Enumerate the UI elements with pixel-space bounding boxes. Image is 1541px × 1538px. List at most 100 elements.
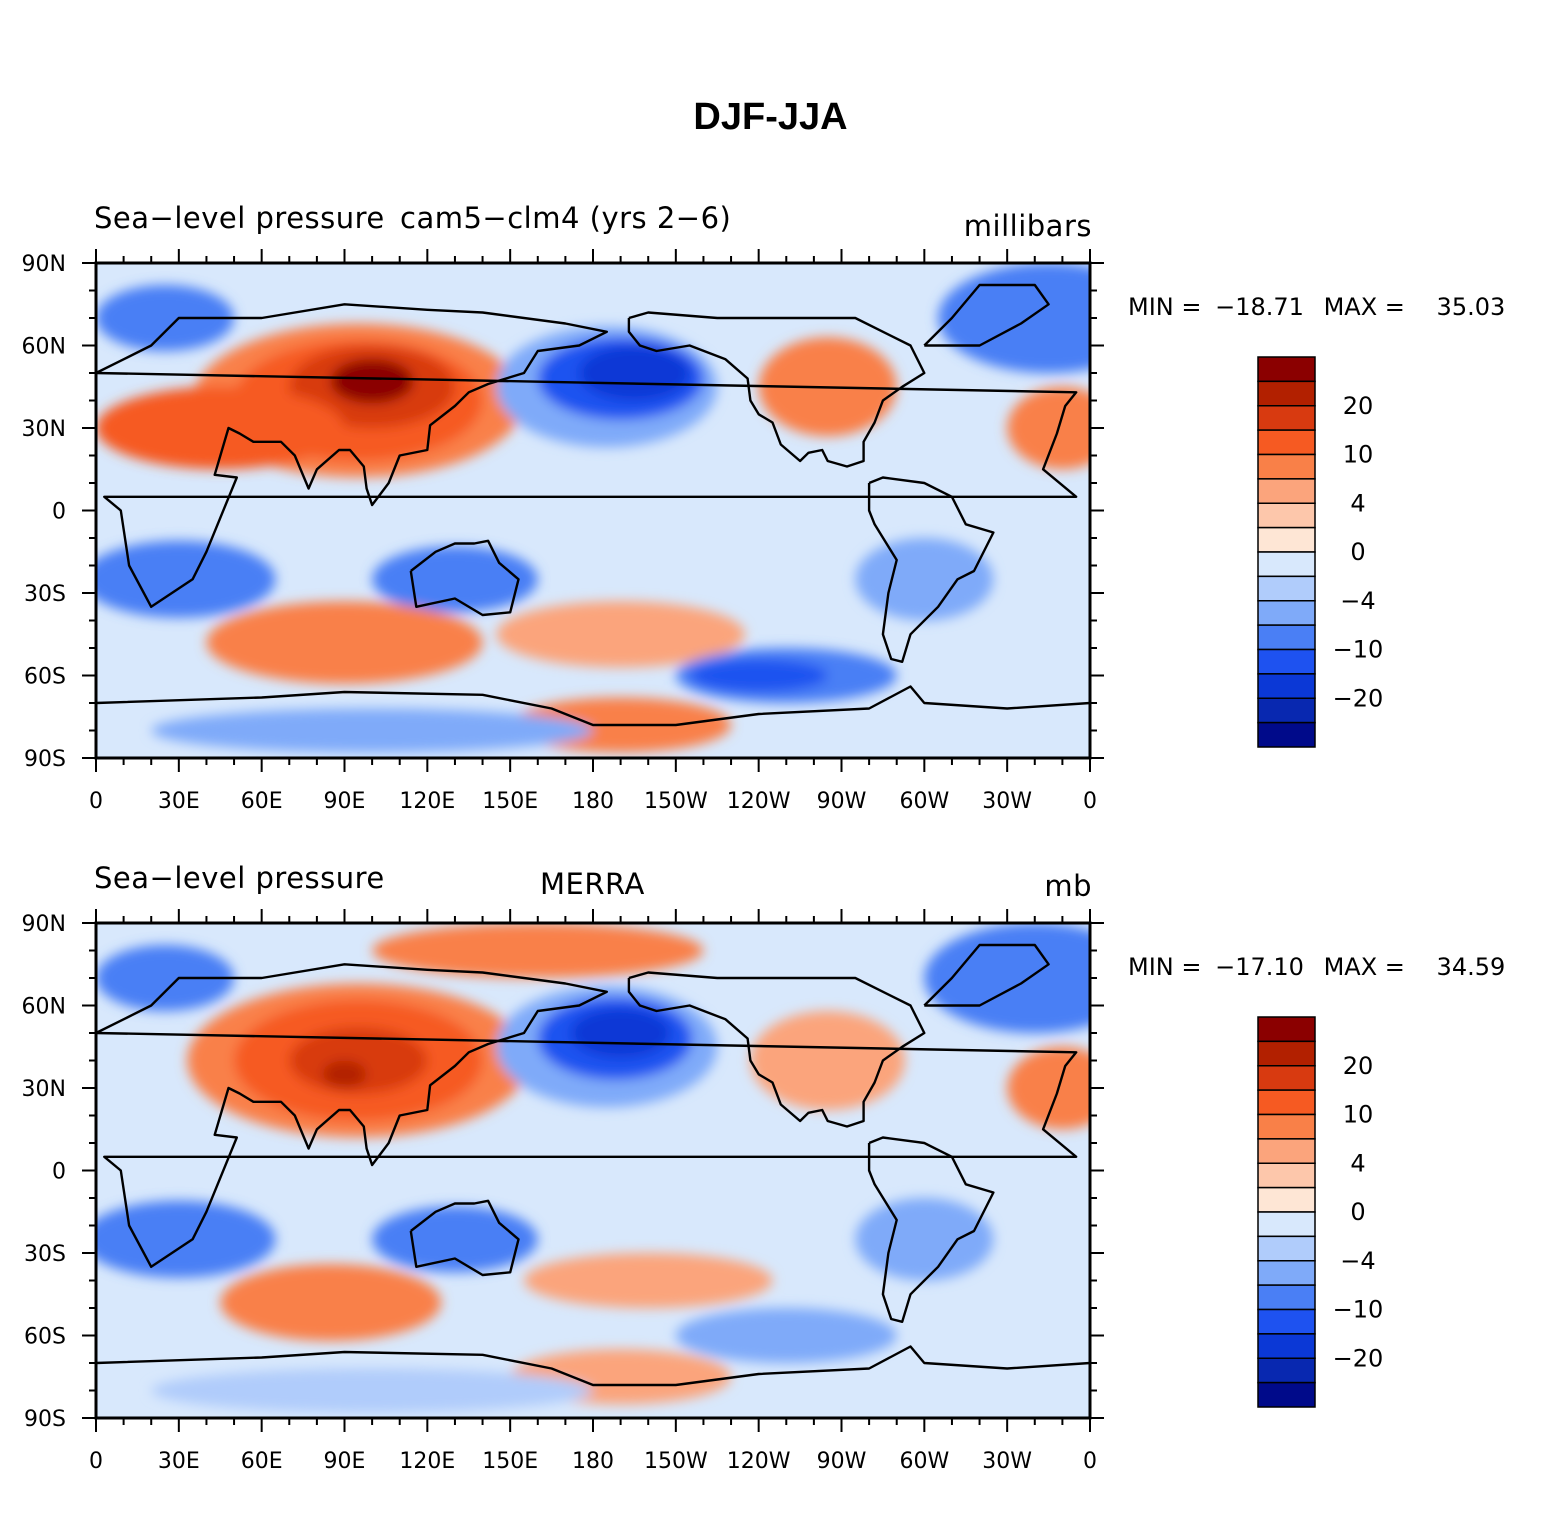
pressure-anomaly-region [855, 1198, 994, 1281]
pressure-anomaly-region [96, 540, 276, 618]
colorbar-swatch [1257, 1186, 1316, 1213]
pressure-anomaly-region [322, 1060, 367, 1088]
pressure-anomaly-region [151, 1368, 593, 1413]
lon-tick-label: 180 [572, 1449, 614, 1474]
pressure-anomaly-region [750, 1011, 906, 1110]
colorbar-swatch [1257, 478, 1316, 504]
lat-tick-label: 30S [24, 1242, 66, 1267]
min-value: −18.71 [1215, 293, 1304, 321]
lon-tick-label: 0 [1083, 1449, 1097, 1474]
lon-tick-label: 60W [899, 789, 949, 814]
lon-tick-label: 90W [817, 789, 867, 814]
colorbar-swatch [1257, 356, 1316, 383]
lon-tick-label: 0 [1083, 789, 1097, 814]
lat-tick-label: 90S [24, 747, 66, 772]
colorbar-label: 4 [1350, 489, 1365, 517]
coastline [409, 539, 520, 617]
colorbar-swatch [1257, 405, 1316, 431]
lon-tick-label: 180 [572, 789, 614, 814]
colorbar-swatch [1257, 1138, 1316, 1164]
colorbar-swatch [1257, 1235, 1316, 1262]
colorbar-label: −10 [1333, 1296, 1384, 1324]
lat-tick-label: 90S [24, 1407, 66, 1432]
lat-tick-label: 30N [22, 417, 66, 442]
figure-title: DJF-JJA [693, 96, 848, 138]
pressure-anomaly-region [330, 359, 414, 404]
colorbar-swatch [1257, 575, 1316, 602]
colorbar-swatch [1257, 1381, 1316, 1408]
lon-tick-label: 60E [241, 789, 283, 814]
panel-merra: Sea−level pressure MERRA mb MIN = −17.10… [0, 855, 1541, 1495]
colorbar-swatch [1257, 1162, 1316, 1189]
colorbar-swatch [1257, 453, 1316, 480]
panel-left-label: Sea−level pressure [94, 201, 385, 235]
map-plot: 0 30E 60E 90E 120E 150E 180 150W 120W 90W 60W 30W 09… [22, 909, 1384, 1474]
coastline [923, 283, 1050, 347]
min-label: MIN = [1128, 293, 1202, 321]
panel-center-label: cam5−clm4 (yrs 2−6) [400, 201, 732, 235]
pressure-anomaly-region [1007, 386, 1090, 470]
colorbar-swatch [1257, 697, 1316, 724]
colorbar-swatch [1257, 1284, 1316, 1311]
colorbar-swatch [1257, 1308, 1316, 1335]
lon-tick-label: 150E [482, 1449, 538, 1474]
panel-units-label: mb [1044, 869, 1092, 903]
panel-model: Sea−level pressure cam5−clm4 (yrs 2−6) m… [0, 195, 1541, 835]
pressure-anomaly-region [938, 263, 1090, 373]
coastline [96, 1345, 1090, 1387]
colorbar-swatch [1257, 1089, 1316, 1116]
colorbar-swatch [1257, 1260, 1316, 1286]
colorbar-swatch [1257, 502, 1316, 529]
field-layer [96, 263, 1090, 758]
colorbar-label: −4 [1340, 587, 1375, 615]
colorbar-swatch [1257, 1016, 1316, 1043]
colorbar-swatch [1257, 648, 1316, 675]
lon-tick-label: 120E [399, 1449, 455, 1474]
lon-tick-label: 30E [158, 1449, 200, 1474]
lat-tick-label: 0 [52, 500, 66, 525]
colorbar-label: −4 [1340, 1247, 1375, 1275]
min-value: −17.10 [1215, 953, 1304, 981]
max-value: 35.03 [1436, 293, 1506, 321]
min-label: MIN = [1128, 953, 1202, 981]
colorbar-label: 20 [1343, 1052, 1374, 1080]
pressure-anomaly-region [372, 923, 704, 978]
colorbar-swatch [1257, 1065, 1316, 1091]
panel-center-label: MERRA [540, 867, 645, 901]
lon-tick-label: 150W [644, 789, 708, 814]
colorbar-label: 10 [1343, 1101, 1374, 1129]
max-value: 34.59 [1436, 953, 1506, 981]
pressure-anomaly-region [675, 1308, 897, 1363]
colorbar-swatch [1257, 1211, 1316, 1238]
coastline [627, 311, 926, 468]
max-label: MAX = [1323, 953, 1405, 981]
pressure-anomaly-region [579, 345, 690, 401]
lon-tick-label: 90E [324, 1449, 366, 1474]
pressure-anomaly-region [96, 285, 235, 351]
lon-tick-label: 0 [89, 789, 103, 814]
colorbar-swatch [1257, 526, 1316, 553]
coastline [96, 963, 1078, 1268]
lon-tick-label: 60E [241, 1449, 283, 1474]
colorbar-label: 0 [1350, 538, 1365, 566]
pressure-anomaly-region [924, 923, 1090, 1033]
coastline [627, 971, 926, 1128]
pressure-anomaly-region [855, 538, 994, 621]
coastline [409, 1199, 520, 1277]
pressure-anomaly-region [496, 601, 745, 668]
colorbar-swatch [1257, 1113, 1316, 1140]
lat-tick-label: 0 [52, 1160, 66, 1185]
coastline [96, 685, 1090, 727]
pressure-anomaly-region [151, 708, 593, 753]
pressure-anomaly-region [96, 1200, 276, 1278]
colorbar-swatch [1257, 1357, 1316, 1384]
lon-tick-label: 30W [982, 1449, 1032, 1474]
lat-tick-label: 30N [22, 1077, 66, 1102]
lon-tick-label: 150W [644, 1449, 708, 1474]
colorbar-swatch [1257, 721, 1316, 748]
lat-tick-label: 90N [22, 252, 66, 277]
pressure-anomaly-region [523, 1253, 773, 1308]
min-max-readout: MIN = −18.71 MAX = 35.03 [1128, 293, 1505, 321]
map-plot: 0 30E 60E 90E 120E 150E 180 150W 120W 90W 60W 30W 09… [22, 249, 1383, 814]
colorbar-swatch [1257, 600, 1316, 626]
